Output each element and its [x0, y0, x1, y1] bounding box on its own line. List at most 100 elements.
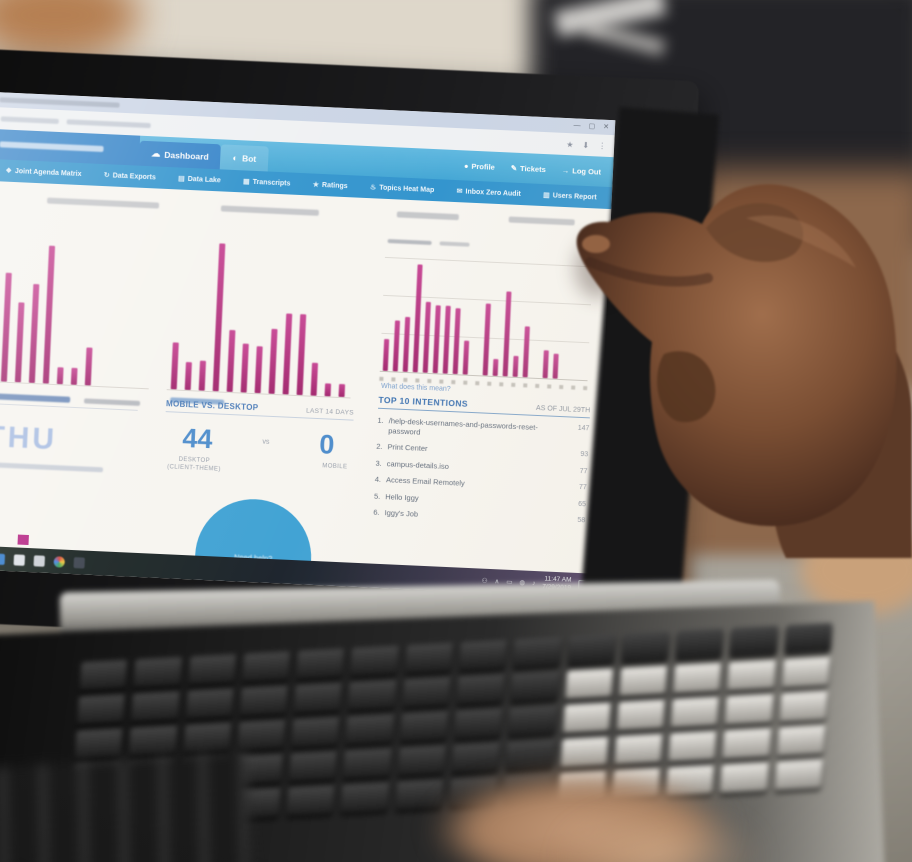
keyboard-key[interactable] [670, 696, 720, 728]
keyboard-key[interactable] [296, 648, 345, 679]
keyboard-key[interactable] [239, 685, 288, 716]
keyboard-key[interactable] [675, 628, 724, 660]
keyboard-key[interactable] [784, 622, 833, 654]
download-icon[interactable]: ⬇ [582, 140, 590, 150]
keyboard-key[interactable] [673, 662, 722, 694]
keyboard-key[interactable] [560, 736, 609, 768]
keyboard-key[interactable] [350, 645, 399, 677]
keyboard-key[interactable] [402, 676, 451, 708]
keyboard-key[interactable] [567, 634, 616, 665]
keyboard-key[interactable] [76, 693, 126, 725]
keyboard-key[interactable] [237, 719, 286, 751]
nav-item-topics-heat-map[interactable]: ♨ Topics Heat Map [370, 183, 435, 194]
browser-tab-title [0, 97, 120, 108]
keyboard-key[interactable] [510, 671, 559, 702]
keyboard-key[interactable] [185, 688, 234, 719]
menu-icon[interactable]: ⋮ [597, 140, 607, 151]
keyboard-key[interactable] [343, 748, 392, 779]
keyboard-key[interactable] [128, 725, 177, 756]
tab-dashboard[interactable]: ☁ Dashboard [138, 140, 222, 170]
keyboard-key[interactable] [345, 713, 394, 745]
intent-row[interactable]: 5. Hello Iggy 65 [374, 491, 586, 510]
keyboard-key[interactable] [458, 639, 507, 671]
keyboard-key[interactable] [564, 668, 614, 699]
intent-row[interactable]: 6. Iggy's Job 58 [373, 508, 585, 527]
profile-link[interactable]: ● Profile [464, 161, 495, 171]
taskbar-app-dark[interactable] [73, 556, 85, 569]
keyboard-key[interactable] [74, 728, 123, 759]
keyboard-key[interactable] [293, 682, 342, 714]
keyboard-key[interactable] [776, 725, 826, 756]
bookmark-icon[interactable]: ★ [566, 139, 574, 149]
what-does-this-mean-link[interactable]: What does this mean? [380, 382, 451, 394]
chart-bar [84, 347, 93, 386]
nav-item-joint-agenda-matrix[interactable]: ❖ Joint Agenda Matrix [5, 167, 81, 178]
nav-item-ratings[interactable]: ★ Ratings [313, 181, 348, 191]
chart-bar [14, 302, 25, 383]
nav-item-data-exports[interactable]: ↻ Data Exports [104, 171, 156, 181]
filter-label[interactable] [220, 205, 319, 216]
keyboard-key[interactable] [668, 731, 717, 762]
taskbar-app-office[interactable] [33, 554, 46, 567]
keyboard-key[interactable] [451, 742, 500, 773]
keyboard-key[interactable] [456, 674, 505, 705]
keyboard-key[interactable] [454, 708, 503, 739]
keyboard-key[interactable] [505, 739, 555, 771]
nav-item-inbox-zero-audit[interactable]: ✉ Inbox Zero Audit [456, 187, 521, 198]
nav-item-data-lake[interactable]: ▤ Data Lake [178, 174, 221, 184]
tickets-link[interactable]: ✎ Tickets [511, 163, 546, 174]
chart-bar [502, 290, 511, 377]
sessions-chart-2 [167, 241, 360, 398]
keyboard-key[interactable] [404, 642, 453, 674]
intent-rank: 3. [375, 458, 383, 468]
keyboard-key[interactable] [619, 665, 668, 697]
keyboard-key[interactable] [79, 659, 128, 691]
mobile-vs-desktop-title: MOBILE VS. DESKTOP [165, 399, 259, 413]
keyboard-key[interactable] [513, 637, 562, 668]
keyboard-key[interactable] [340, 782, 390, 813]
filter-label[interactable] [396, 211, 459, 221]
keyboard-key[interactable] [182, 722, 232, 753]
nav-item-transcripts[interactable]: ▦ Transcripts [243, 177, 291, 187]
keyboard-key[interactable] [187, 654, 236, 685]
window-maximize-button[interactable]: ▢ [588, 123, 596, 131]
chart-bar [170, 342, 179, 390]
window-minimize-button[interactable]: — [573, 122, 581, 130]
intent-rank: 4. [374, 474, 382, 484]
keyboard-key[interactable] [241, 651, 291, 682]
keyboard-key[interactable] [781, 657, 830, 688]
taskbar-app-chrome[interactable] [53, 555, 66, 568]
window-close-button[interactable]: ✕ [602, 123, 610, 131]
keyboard-key[interactable] [722, 728, 771, 759]
chart-bar [482, 303, 491, 376]
chart-bar [28, 284, 40, 384]
keyboard-key[interactable] [729, 625, 779, 657]
chart-bar [240, 343, 249, 393]
intent-row[interactable]: 4. Access Email Remotely 77 [375, 475, 587, 494]
keyboard-key[interactable] [621, 631, 670, 662]
keyboard-key[interactable] [348, 679, 397, 711]
taskbar-app-explorer[interactable] [13, 553, 26, 566]
keyboard-key[interactable] [289, 750, 338, 782]
keyboard-key[interactable] [616, 699, 665, 731]
people-tray-icon[interactable]: ⚇ [481, 577, 488, 585]
taskbar-app-edge[interactable] [0, 552, 6, 565]
keyboard-key[interactable] [727, 659, 776, 691]
busiest-day-value: THU [0, 420, 58, 457]
keyboard-key[interactable] [291, 716, 340, 748]
keyboard-key[interactable] [133, 656, 182, 688]
keyboard-key[interactable] [725, 694, 774, 725]
keyboard-key[interactable] [562, 702, 611, 734]
resting-hand-highlight [560, 810, 760, 862]
keyboard-key[interactable] [774, 759, 823, 791]
keyboard-key[interactable] [779, 691, 828, 722]
keyboard-key[interactable] [131, 691, 180, 722]
keyboard-key[interactable] [614, 733, 663, 765]
ticket-icon: ✎ [510, 163, 518, 173]
filter-label[interactable] [46, 197, 160, 209]
keyboard-key[interactable] [399, 711, 449, 742]
tab-bot[interactable]: ◐ Bot [220, 144, 269, 172]
keyboard-key[interactable] [508, 705, 557, 736]
keyboard-key[interactable] [286, 785, 335, 816]
chart-bar [296, 313, 307, 396]
